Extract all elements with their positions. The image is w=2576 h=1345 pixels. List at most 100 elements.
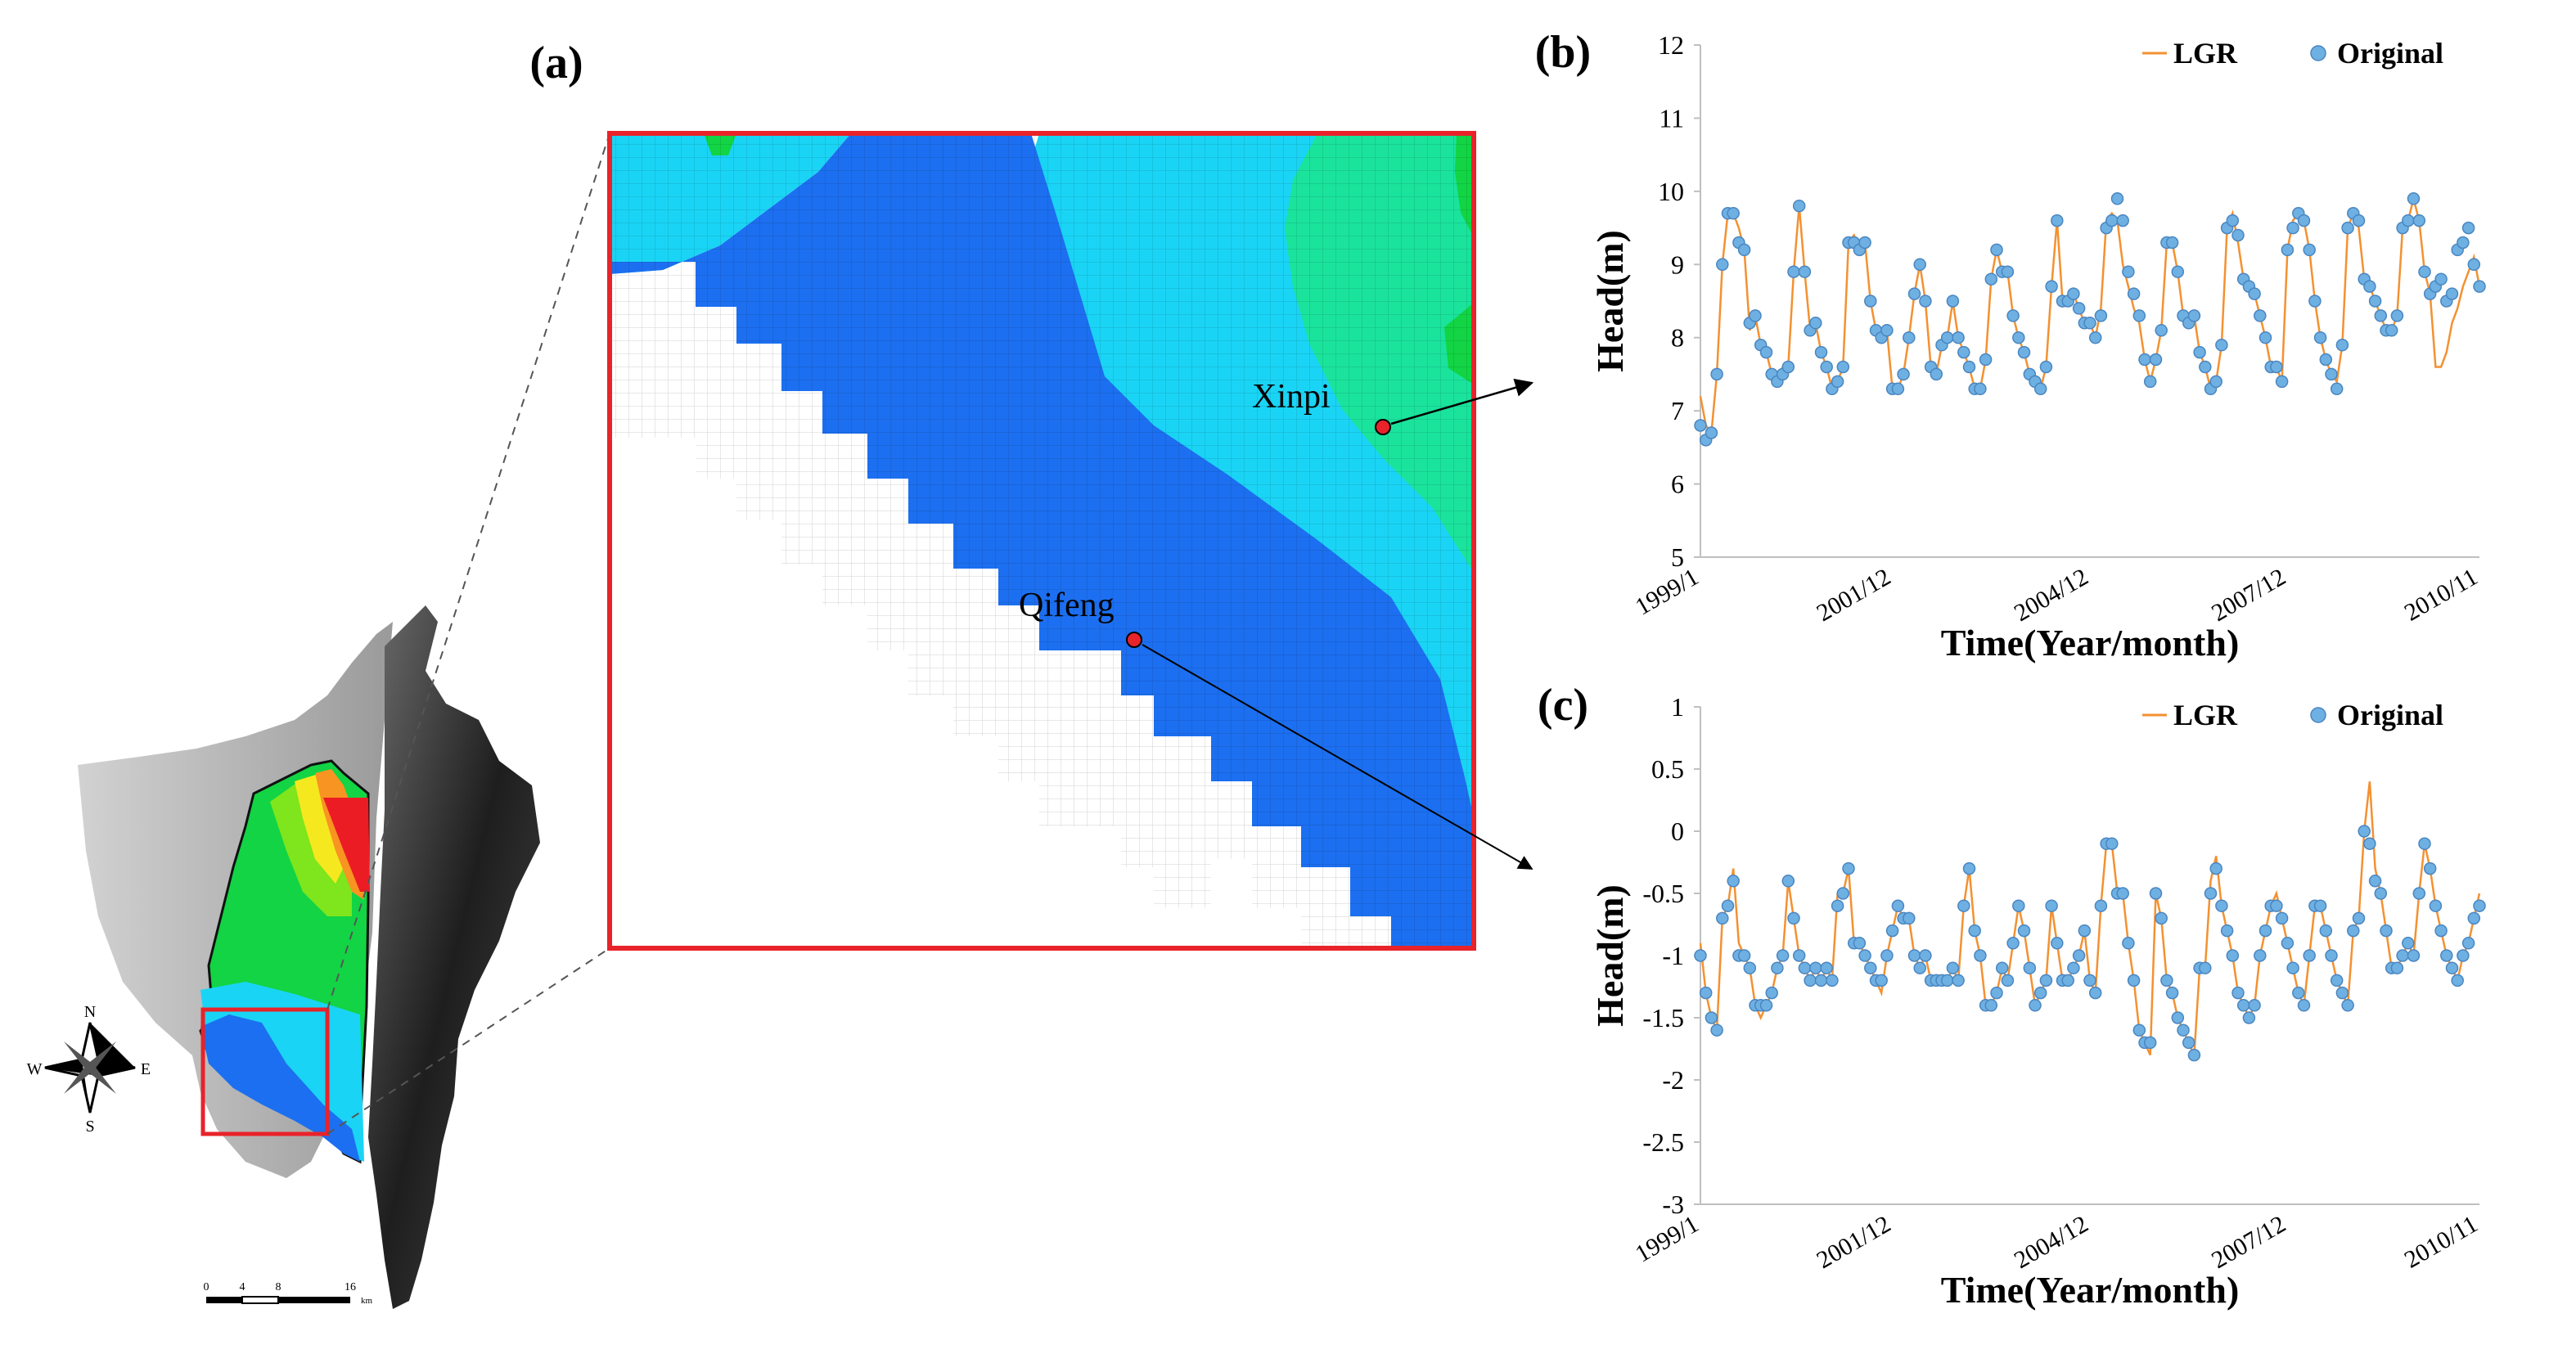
series-original-point xyxy=(2226,949,2240,962)
series-original-point xyxy=(2215,899,2228,912)
series-original-point xyxy=(2319,353,2333,367)
terrain-mountains xyxy=(368,605,540,1309)
station-xinpi-arrow xyxy=(1390,378,1534,425)
compass-diagonal-2-icon xyxy=(64,1041,116,1094)
series-original-point xyxy=(2330,974,2344,987)
series-original-point xyxy=(2341,221,2354,235)
series-original-point xyxy=(2039,360,2053,374)
series-original-point xyxy=(2259,924,2272,938)
series-original-point xyxy=(1699,986,1713,1000)
series-original-point xyxy=(1858,236,1871,250)
series-original-point xyxy=(2226,214,2240,227)
series-original-point xyxy=(2418,265,2431,278)
scale-tick-4: 4 xyxy=(240,1281,245,1293)
x-tick-label: 2004/12 xyxy=(2010,1210,2093,1274)
series-original-point xyxy=(2204,887,2218,900)
zoom-inactive-area xyxy=(610,438,1211,948)
series-original-point xyxy=(2390,309,2404,322)
series-original-point xyxy=(1990,986,2003,1000)
series-original-point xyxy=(2445,961,2459,974)
series-original-point xyxy=(2033,382,2047,396)
series-original-point xyxy=(1946,295,1960,308)
station-xinpi-dot xyxy=(1375,419,1391,435)
series-original-point xyxy=(1705,426,1718,439)
series-original-point xyxy=(1694,949,1707,962)
series-original-point xyxy=(1984,999,1998,1012)
y-tick-label: 11 xyxy=(1659,103,1684,133)
series-original-point xyxy=(1765,986,1778,1000)
series-original-point xyxy=(2094,309,2108,322)
series-original-point xyxy=(1710,367,1723,381)
series-original-point xyxy=(2127,287,2141,300)
series-original-point xyxy=(1957,899,1970,912)
series-original-point xyxy=(1979,353,1993,367)
series-original-point xyxy=(2215,338,2228,352)
series-original-point xyxy=(2380,924,2393,938)
chart-b: 5 6 7 8 9 10 11 12 1999/1 2001/12 2004/12 2007/12 20… xyxy=(1589,30,2486,664)
series-original-point xyxy=(2467,258,2481,272)
series-original-point xyxy=(1792,949,1806,962)
series-original-point xyxy=(1781,360,1795,374)
legend-lgr-label: LGR xyxy=(2173,37,2238,70)
series-original-point xyxy=(1831,375,1844,389)
series-original-point xyxy=(1743,961,1757,974)
series-original-point xyxy=(2088,331,2102,344)
y-tick-label: -2.5 xyxy=(1642,1127,1684,1157)
series-original-point xyxy=(2313,331,2327,344)
x-tick-label: 2010/11 xyxy=(2400,563,2483,626)
series-original-point xyxy=(2067,287,2080,300)
x-tick-label: 2007/12 xyxy=(2207,563,2290,627)
series-original-point xyxy=(2023,961,2037,974)
y-tick-label: 0 xyxy=(1671,816,1684,846)
series-original-point xyxy=(2006,309,2020,322)
series-original-point xyxy=(2187,1048,2201,1062)
panel-a: (a) N S E W xyxy=(27,38,610,1309)
legend-original-swatch xyxy=(2310,45,2326,61)
series-original-point xyxy=(1749,309,1762,322)
series-original-point xyxy=(1903,331,1916,344)
series-original-point xyxy=(2402,937,2415,950)
series-original-point xyxy=(2473,899,2486,912)
series-original-point xyxy=(1781,875,1795,888)
panel-b-label: (b) xyxy=(1535,27,1591,78)
y-tick-label: 9 xyxy=(1671,250,1684,279)
series-original-point xyxy=(2467,911,2481,925)
series-original-point xyxy=(2116,214,2129,227)
series-original-point xyxy=(2199,961,2212,974)
zone-deep-blue xyxy=(200,1014,360,1162)
series-lgr-line xyxy=(1699,198,2481,436)
series-original-point xyxy=(1705,1011,1718,1024)
panel-c: (c) -3 -2.5 -2 -1.5 -1 -0.5 0 0.5 1 1999/1 2001/12… xyxy=(1538,680,2486,1311)
legend-original-label: Original xyxy=(2337,699,2443,731)
series-original-point xyxy=(2248,287,2261,300)
series-original-point xyxy=(2363,837,2376,850)
compass-rose: N S E W xyxy=(27,1003,151,1136)
series-original-point xyxy=(2461,221,2475,235)
y-axis-title: Head(m) xyxy=(1589,884,1631,1027)
y-tick-label: -3 xyxy=(1662,1190,1684,1219)
series-original-point xyxy=(2078,924,2092,938)
series-original-point xyxy=(2473,280,2486,293)
series-original-point xyxy=(1875,974,1888,987)
y-tick-label: 6 xyxy=(1671,470,1684,499)
series-original-point xyxy=(1957,345,1970,359)
chart-c: -3 -2.5 -2 -1.5 -1 -0.5 0 0.5 1 1999/1 2001/12 2004… xyxy=(1589,692,2486,1311)
series-original-point xyxy=(1694,419,1707,432)
series-original-point xyxy=(2083,974,2096,987)
legend-original-swatch xyxy=(2310,707,2326,723)
panel-c-label: (c) xyxy=(1538,680,1588,731)
series-original-point xyxy=(1864,961,1877,974)
series-original-point xyxy=(2297,214,2311,227)
series-original-point xyxy=(2165,986,2179,1000)
series-original-point xyxy=(2209,861,2222,875)
series-original-point xyxy=(2270,360,2283,374)
series-original-point xyxy=(2105,214,2119,227)
series-original-point xyxy=(2033,986,2047,1000)
series-original-point xyxy=(1919,295,1932,308)
series-original-point xyxy=(2275,911,2289,925)
series-original-point xyxy=(2259,331,2272,344)
series-original-point xyxy=(2368,875,2382,888)
series-original-point xyxy=(2127,974,2141,987)
x-axis-title: Time(Year/month) xyxy=(1941,1269,2240,1311)
